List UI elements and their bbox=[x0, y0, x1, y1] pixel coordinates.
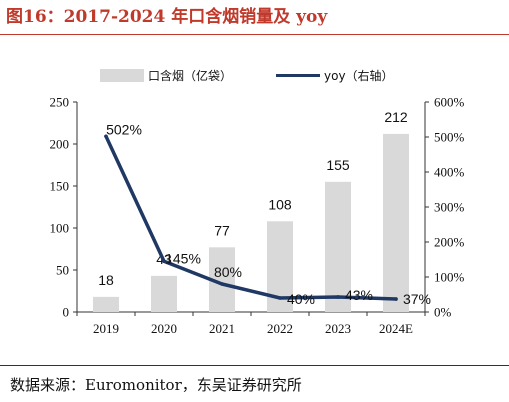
line-value-label: 502% bbox=[106, 121, 142, 137]
title-underline bbox=[0, 34, 509, 35]
bar-value-label: 212 bbox=[384, 109, 408, 125]
line-point bbox=[336, 295, 340, 299]
y-right-tick-label: 200% bbox=[434, 235, 465, 250]
bar-series bbox=[93, 133, 409, 312]
line-point bbox=[104, 134, 108, 139]
legend: 口含烟（亿袋） yoy（右轴） bbox=[100, 68, 394, 83]
line-value-label: 40% bbox=[287, 291, 315, 307]
legend-line-label: yoy（右轴） bbox=[324, 68, 394, 83]
x-tick-label: 2023 bbox=[325, 321, 351, 336]
line-value-label: 37% bbox=[403, 291, 431, 307]
bar-value-label: 77 bbox=[214, 222, 230, 238]
line-series bbox=[104, 134, 398, 301]
bar-value-label: 155 bbox=[326, 157, 350, 173]
line-data-labels: 502% 145% 80% 40% 43% 37% bbox=[106, 121, 431, 307]
combo-chart: 口含烟（亿袋） yoy（右轴） 0 50 100 150 200 250 0% 100% 200… bbox=[50, 68, 465, 337]
line-value-label: 43% bbox=[345, 287, 373, 303]
x-tick-label: 2019 bbox=[93, 321, 119, 336]
y-right-tick-label: 600% bbox=[434, 95, 465, 110]
bar bbox=[383, 133, 409, 312]
line-point bbox=[162, 259, 166, 264]
legend-bar-swatch bbox=[100, 69, 144, 82]
y-right-tick-label: 500% bbox=[434, 130, 465, 145]
x-tick-label: 2022 bbox=[267, 321, 293, 336]
line-point bbox=[278, 296, 282, 300]
x-tick-label: 2021 bbox=[209, 321, 235, 336]
y-right-tick-label: 100% bbox=[434, 270, 465, 285]
line-value-label: 80% bbox=[214, 264, 242, 280]
legend-bar-label: 口含烟（亿袋） bbox=[148, 68, 232, 83]
yoy-line bbox=[104, 134, 398, 301]
y-right-tick-label: 400% bbox=[434, 165, 465, 180]
bar-value-label: 108 bbox=[268, 196, 292, 212]
axes: 0 50 100 150 200 250 0% 100% 200% 300% 400% 500% 600… bbox=[50, 95, 465, 337]
bar bbox=[93, 296, 119, 312]
y-right-tick-label: 300% bbox=[434, 200, 465, 215]
figure-title: 图16：2017-2024 年口含烟销量及 yoy bbox=[6, 7, 328, 27]
source-note: 数据来源：Euromonitor，东吴证券研究所 bbox=[10, 376, 302, 394]
line-point bbox=[220, 282, 224, 286]
y-left-tick-label: 50 bbox=[56, 263, 69, 278]
y-left-tick-label: 150 bbox=[50, 179, 70, 194]
y-right-tick-label: 0% bbox=[434, 305, 452, 320]
y-left-tick-label: 200 bbox=[50, 137, 70, 152]
y-left-tick-label: 100 bbox=[50, 221, 70, 236]
x-tick-label: 2024E bbox=[379, 321, 413, 336]
source-divider bbox=[0, 365, 509, 366]
bar bbox=[325, 181, 351, 312]
y-left-tick-label: 250 bbox=[50, 95, 70, 110]
bar bbox=[151, 275, 177, 312]
bar-value-label: 18 bbox=[98, 272, 114, 288]
x-tick-label: 2020 bbox=[151, 321, 177, 336]
line-point bbox=[394, 297, 398, 301]
line-value-label: 145% bbox=[165, 250, 201, 266]
y-left-tick-label: 0 bbox=[63, 305, 70, 320]
